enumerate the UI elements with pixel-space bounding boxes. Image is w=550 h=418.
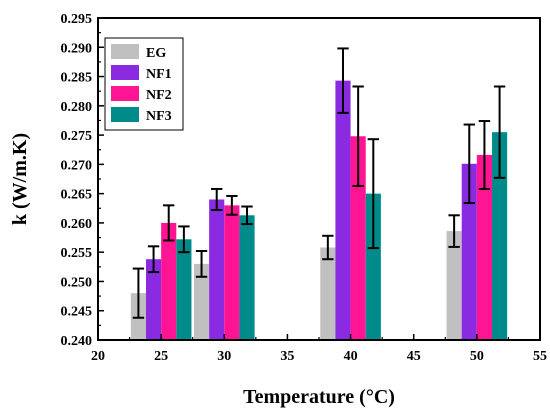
y-tick-label: 0.240	[61, 334, 93, 349]
x-tick-label: 35	[280, 349, 294, 364]
x-tick-label: 45	[407, 349, 421, 364]
y-tick-label: 0.295	[61, 12, 93, 27]
bar-nf1	[145, 259, 162, 340]
bar-nf3	[492, 132, 508, 340]
y-tick-label: 0.255	[61, 246, 93, 261]
bar-nf3	[176, 239, 192, 340]
x-tick-label: 55	[533, 349, 547, 364]
bar-nf3	[239, 215, 255, 340]
x-tick-label: 40	[344, 349, 358, 364]
x-tick-label: 25	[154, 349, 168, 364]
bar-nf2	[224, 205, 240, 340]
bar-nf2	[476, 154, 493, 340]
legend: EG NF1 NF2 NF3	[104, 37, 184, 131]
y-tick-label: 0.250	[61, 275, 93, 290]
legend-label-eg: EG	[146, 46, 166, 61]
y-axis-title: k (W/m.K)	[9, 133, 31, 225]
bar-eg	[320, 247, 336, 340]
legend-swatch-nf1	[111, 65, 139, 80]
bar-nf1	[335, 80, 351, 340]
y-tick-label: 0.280	[61, 100, 93, 115]
axes-layer: 20 25 30 35 40 45 50 55 0.240 0.245 0.250 0.255 0.26…	[61, 12, 548, 364]
y-tick-label: 0.290	[61, 41, 93, 56]
bar-eg	[193, 263, 210, 340]
y-tick-label: 0.245	[61, 305, 93, 320]
legend-label-nf1: NF1	[146, 67, 172, 82]
y-tick-label: 0.260	[61, 217, 93, 232]
legend-label-nf3: NF3	[146, 109, 172, 124]
bar-nf1	[209, 199, 225, 340]
x-tick-label: 20	[91, 349, 105, 364]
y-tick-label: 0.270	[61, 158, 93, 173]
bars-layer	[130, 47, 508, 340]
bar-nf2	[350, 136, 366, 340]
legend-label-nf2: NF2	[146, 88, 172, 103]
bar-nf2	[161, 222, 177, 340]
x-tick-label: 30	[217, 349, 231, 364]
y-tick-label: 0.285	[61, 71, 93, 86]
bar-eg	[446, 231, 462, 340]
bar-nf1	[461, 163, 477, 340]
legend-swatch-nf2	[111, 86, 139, 101]
x-axis-title: Temperature (°C)	[243, 386, 395, 408]
y-tick-label: 0.275	[61, 129, 93, 144]
bar-nf3	[365, 193, 381, 340]
legend-swatch-nf3	[111, 107, 139, 122]
y-tick-label: 0.265	[61, 188, 93, 203]
legend-swatch-eg	[111, 44, 139, 59]
x-tick-label: 50	[470, 349, 484, 364]
